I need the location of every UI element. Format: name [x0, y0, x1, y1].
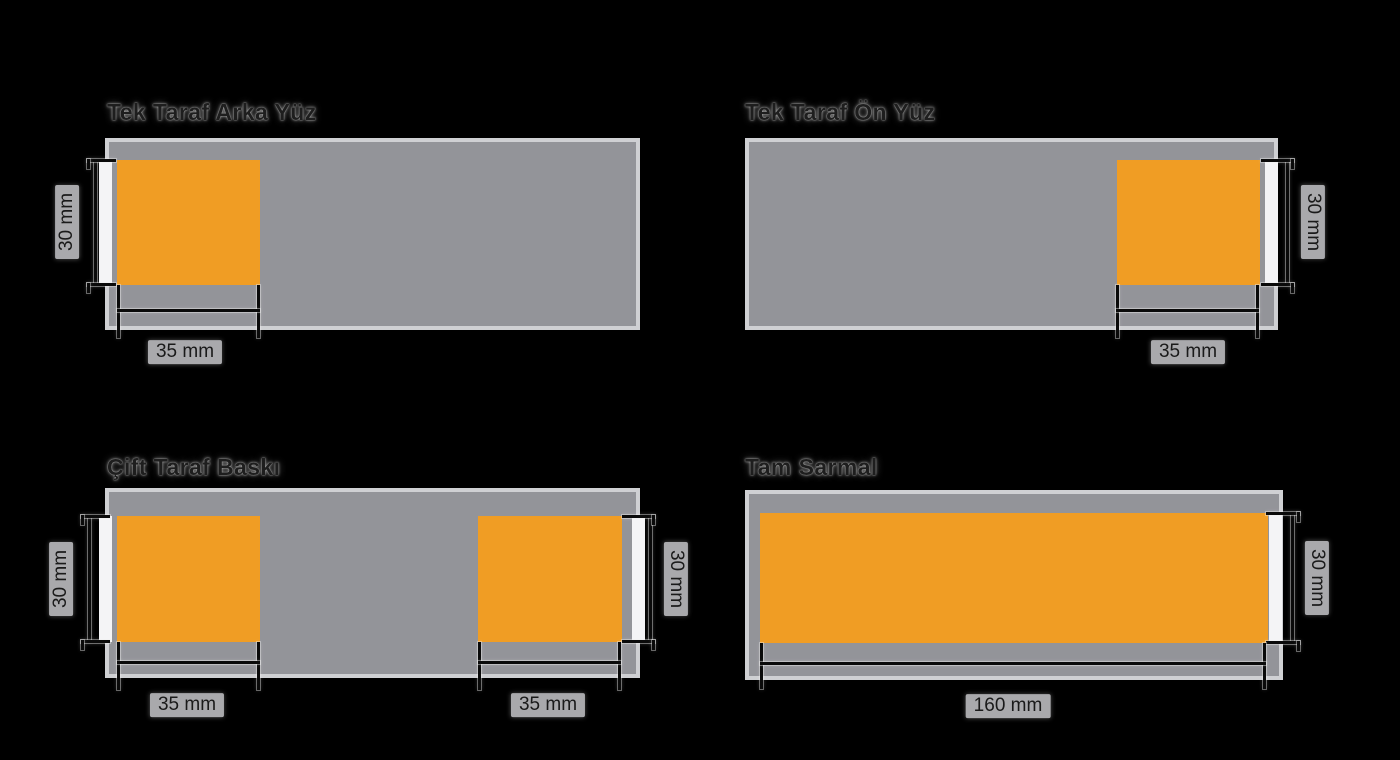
- width-extension-line: [257, 642, 260, 690]
- dimension-tick-end: [1297, 512, 1300, 522]
- dimension-tick: [622, 640, 655, 643]
- dimension-tick: [87, 159, 116, 162]
- height-dimension-label: 30 mm: [49, 541, 73, 617]
- width-extension-line: [478, 642, 481, 690]
- dimension-tick-end: [87, 283, 90, 293]
- diagram-title: Tam Sarmal: [745, 454, 878, 480]
- dimension-tick: [1261, 159, 1294, 162]
- width-dimension-label: 160 mm: [965, 694, 1051, 718]
- width-dimension-line: [760, 662, 1266, 665]
- dimension-tick-end: [81, 515, 84, 525]
- dimension-tick-end: [81, 640, 84, 650]
- dimension-tick: [1261, 283, 1294, 286]
- dimension-tick: [87, 283, 116, 286]
- width-dimension-line: [117, 661, 260, 664]
- print-area-left: [117, 516, 260, 642]
- white-edge-strip: [99, 516, 112, 642]
- dimension-tick: [622, 515, 655, 518]
- diagram-title: Çift Taraf Baskı: [107, 454, 281, 480]
- height-dimension-label: 30 mm: [1301, 184, 1325, 260]
- height-dimension-line: [1286, 160, 1289, 285]
- width-dimension-label: 35 mm: [510, 693, 586, 717]
- white-edge-strip: [632, 516, 645, 642]
- height-dimension-label: 30 mm: [664, 541, 688, 617]
- width-dimension-label: 35 mm: [149, 693, 225, 717]
- dimension-tick-end: [1291, 159, 1294, 169]
- width-dimension-label: 35 mm: [147, 340, 223, 364]
- width-extension-line: [760, 643, 763, 689]
- dimension-tick-end: [652, 640, 655, 650]
- diagram-title: Tek Taraf Ön Yüz: [745, 99, 936, 125]
- width-dimension-line: [478, 661, 621, 664]
- white-edge-strip: [1265, 160, 1278, 285]
- dimension-tick-end: [87, 159, 90, 169]
- dimension-tick: [1266, 512, 1300, 515]
- height-dimension-line: [88, 516, 91, 642]
- height-dimension-line: [94, 160, 97, 285]
- height-dimension-line: [649, 516, 652, 642]
- width-dimension-line: [117, 309, 260, 312]
- width-extension-line: [1263, 643, 1266, 689]
- print-area: [760, 513, 1268, 643]
- white-edge-strip: [99, 160, 112, 285]
- dimension-tick-end: [652, 515, 655, 525]
- dimension-tick-end: [1297, 641, 1300, 651]
- diagram-title: Tek Taraf Arka Yüz: [107, 99, 317, 125]
- height-dimension-label: 30 mm: [55, 184, 79, 260]
- print-area-right: [478, 516, 622, 642]
- dimension-tick: [1266, 641, 1300, 644]
- width-dimension-line: [1116, 309, 1259, 312]
- print-area: [117, 160, 260, 285]
- height-dimension-line: [1291, 513, 1294, 643]
- height-dimension-label: 30 mm: [1305, 540, 1329, 616]
- dimension-tick: [81, 515, 110, 518]
- dimension-tick-end: [1291, 283, 1294, 293]
- width-extension-line: [618, 642, 621, 690]
- print-area: [1117, 160, 1260, 285]
- white-edge-strip: [1269, 513, 1282, 643]
- dimension-tick: [81, 640, 110, 643]
- width-extension-line: [117, 642, 120, 690]
- width-dimension-label: 35 mm: [1150, 340, 1226, 364]
